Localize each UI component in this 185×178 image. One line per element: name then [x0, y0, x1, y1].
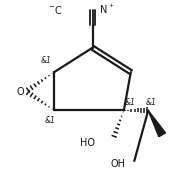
Text: $^{+}$: $^{+}$ [108, 2, 115, 11]
Text: &1: &1 [146, 98, 157, 107]
Text: &1: &1 [125, 98, 136, 107]
Polygon shape [148, 110, 166, 137]
Text: &1: &1 [44, 116, 55, 125]
Text: O: O [16, 87, 24, 97]
Text: HO: HO [80, 138, 95, 148]
Text: $^{-}$C: $^{-}$C [48, 4, 62, 16]
Text: OH: OH [110, 159, 125, 169]
Text: &1: &1 [41, 56, 52, 65]
Text: N: N [100, 5, 107, 15]
